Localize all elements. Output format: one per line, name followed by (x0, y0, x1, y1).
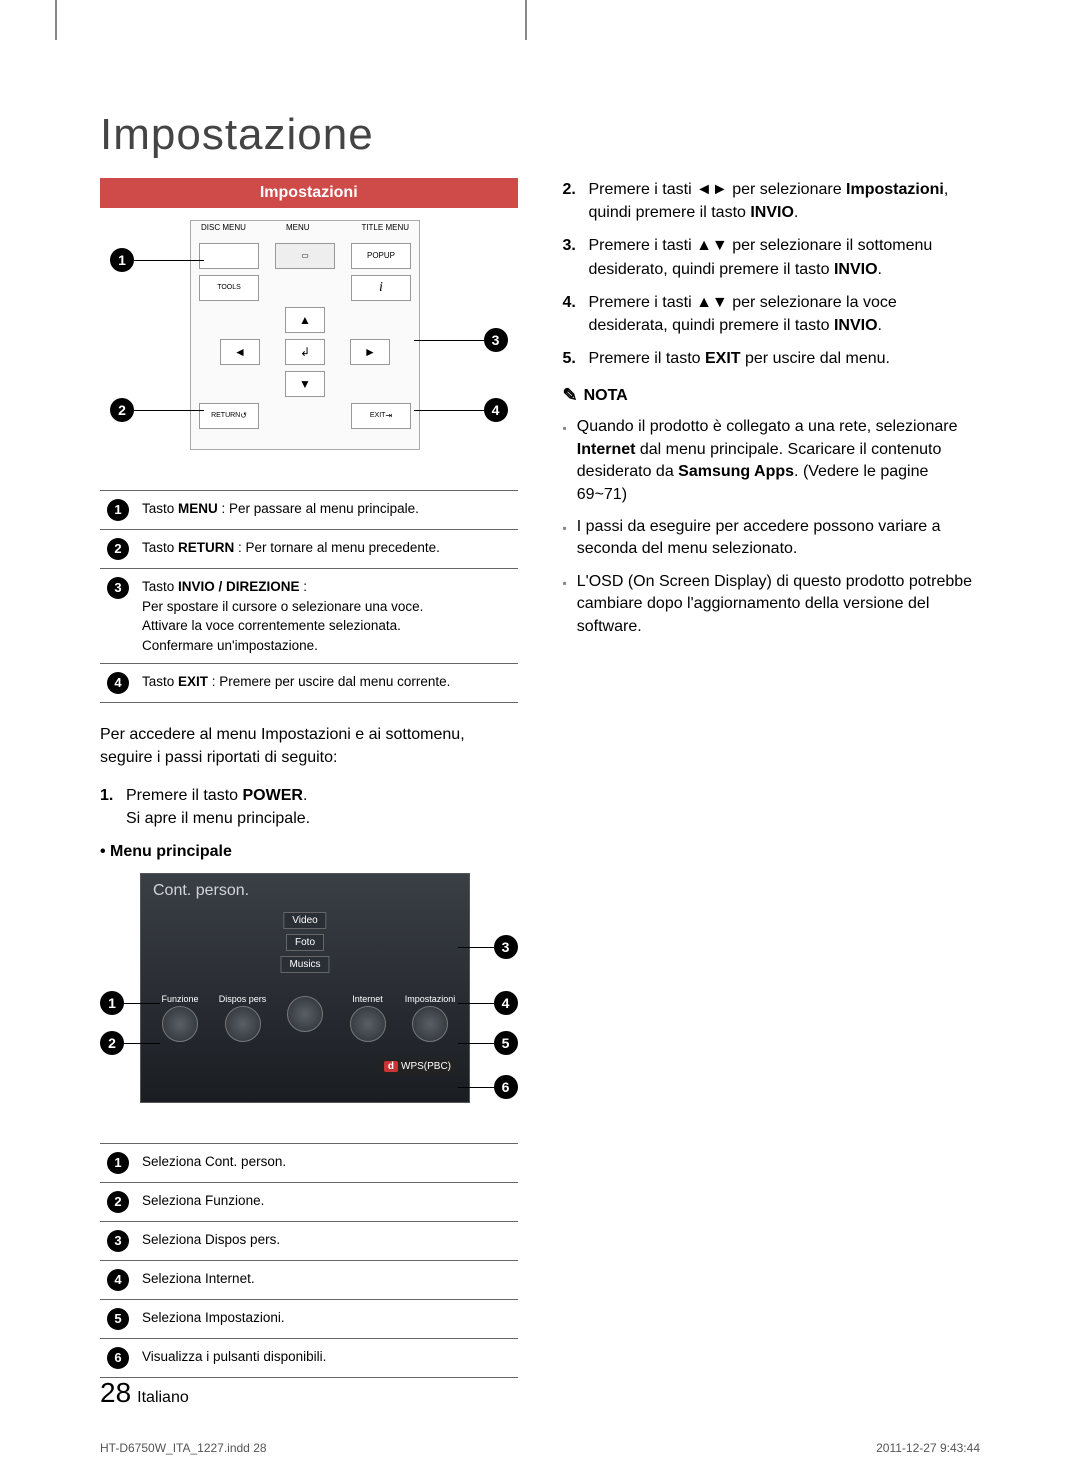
info-button: i (351, 275, 411, 301)
callout-3: 3 (414, 328, 508, 352)
right-button: ► (350, 339, 390, 365)
exit-button: EXIT ⇥ (351, 403, 411, 429)
stack-video: Video (283, 912, 326, 929)
legend-row: 1Seleziona Cont. person. (100, 1144, 518, 1183)
legend-row: 4Seleziona Internet. (100, 1261, 518, 1300)
mcallout-1: 1 (100, 991, 160, 1015)
stack-music: Musics (280, 956, 329, 973)
mcallout-5: 5 (458, 1031, 518, 1055)
menu-label: MENU (286, 223, 310, 232)
legend-row: 3Tasto INVIO / DIREZIONE :Per spostare i… (100, 569, 518, 664)
page-body: Impostazione Impostazioni DISC MENU MENU… (0, 0, 1080, 1418)
mcallout-4: 4 (458, 991, 518, 1015)
page-title: Impostazione (100, 110, 980, 160)
legend-row: 1Tasto MENU : Per passare al menu princi… (100, 491, 518, 530)
meta-date: 2011-12-27 9:43:44 (876, 1441, 980, 1455)
menu-screenshot: Cont. person. Video Foto Musics Funzione… (100, 873, 518, 1133)
mcallout-6: 6 (458, 1075, 518, 1099)
mcallout-2: 2 (100, 1031, 160, 1055)
mcallout-3: 3 (458, 935, 518, 959)
down-button: ▼ (285, 371, 325, 397)
menu-item (278, 994, 332, 1042)
left-button: ◄ (220, 339, 260, 365)
menu-legend-table: 1Seleziona Cont. person.2Seleziona Funzi… (100, 1143, 518, 1378)
menu-footer: dWPS(PBC) (378, 1059, 457, 1074)
disc-menu-label: DISC MENU (201, 223, 246, 232)
note-item: Quando il prodotto è collegato a una ret… (563, 416, 981, 506)
menu-title: Cont. person. (141, 874, 469, 908)
remote-legend-table: 1Tasto MENU : Per passare al menu princi… (100, 490, 518, 703)
left-column: Impostazioni DISC MENU MENU TITLE MENU ▭… (100, 178, 518, 1378)
print-meta: HT-D6750W_ITA_1227.indd 28 2011-12-27 9:… (100, 1441, 980, 1455)
step: 2.Premere i tasti ◄► per selezionare Imp… (563, 178, 981, 224)
note-item: L'OSD (On Screen Display) di questo prod… (563, 571, 981, 638)
meta-file: HT-D6750W_ITA_1227.indd 28 (100, 1441, 267, 1455)
intro-text: Per accedere al menu Impostazioni e ai s… (100, 723, 518, 769)
callout-1: 1 (110, 248, 204, 272)
title-menu-label: TITLE MENU (361, 223, 409, 232)
step-1: 1. Premere il tasto POWER.Si apre il men… (100, 784, 518, 830)
section-header: Impostazioni (100, 178, 518, 208)
return-button: RETURN ↺ (199, 403, 259, 429)
menu-item: Impostazioni (403, 994, 457, 1042)
crop-marks (45, 0, 945, 60)
callout-2: 2 (110, 398, 204, 422)
step: 4.Premere i tasti ▲▼ per selezionare la … (563, 291, 981, 337)
stack-foto: Foto (286, 934, 324, 951)
menu-item: Funzione (153, 994, 207, 1042)
step: 5.Premere il tasto EXIT per uscire dal m… (563, 347, 981, 370)
page-footer: 28Italiano (100, 1377, 189, 1409)
legend-row: 3Seleziona Dispos pers. (100, 1222, 518, 1261)
menu-heading: • Menu principale (100, 840, 518, 863)
menu-item: Dispos pers (216, 994, 270, 1042)
note-heading: ✎ NOTA (563, 382, 981, 408)
disc-menu-button (199, 243, 259, 269)
menu-button: ▭ (275, 243, 335, 269)
tools-button: TOOLS (199, 275, 259, 301)
remote-diagram: DISC MENU MENU TITLE MENU ▭ POPUP TOOLS … (100, 220, 518, 480)
callout-4: 4 (414, 398, 508, 422)
right-column: 2.Premere i tasti ◄► per selezionare Imp… (563, 178, 981, 1378)
step: 3.Premere i tasti ▲▼ per selezionare il … (563, 234, 981, 280)
menu-item: Internet (341, 994, 395, 1042)
popup-button: POPUP (351, 243, 411, 269)
legend-row: 6Visualizza i pulsanti disponibili. (100, 1339, 518, 1378)
legend-row: 2Tasto RETURN : Per tornare al menu prec… (100, 530, 518, 569)
note-icon: ✎ (563, 382, 578, 408)
legend-row: 2Seleziona Funzione. (100, 1183, 518, 1222)
legend-row: 5Seleziona Impostazioni. (100, 1300, 518, 1339)
up-button: ▲ (285, 307, 325, 333)
dpad: ▲ ◄ ↲ ► ▼ (200, 307, 410, 397)
enter-button: ↲ (285, 339, 325, 365)
legend-row: 4Tasto EXIT : Premere per uscire dal men… (100, 664, 518, 703)
note-item: I passi da eseguire per accedere possono… (563, 516, 981, 561)
